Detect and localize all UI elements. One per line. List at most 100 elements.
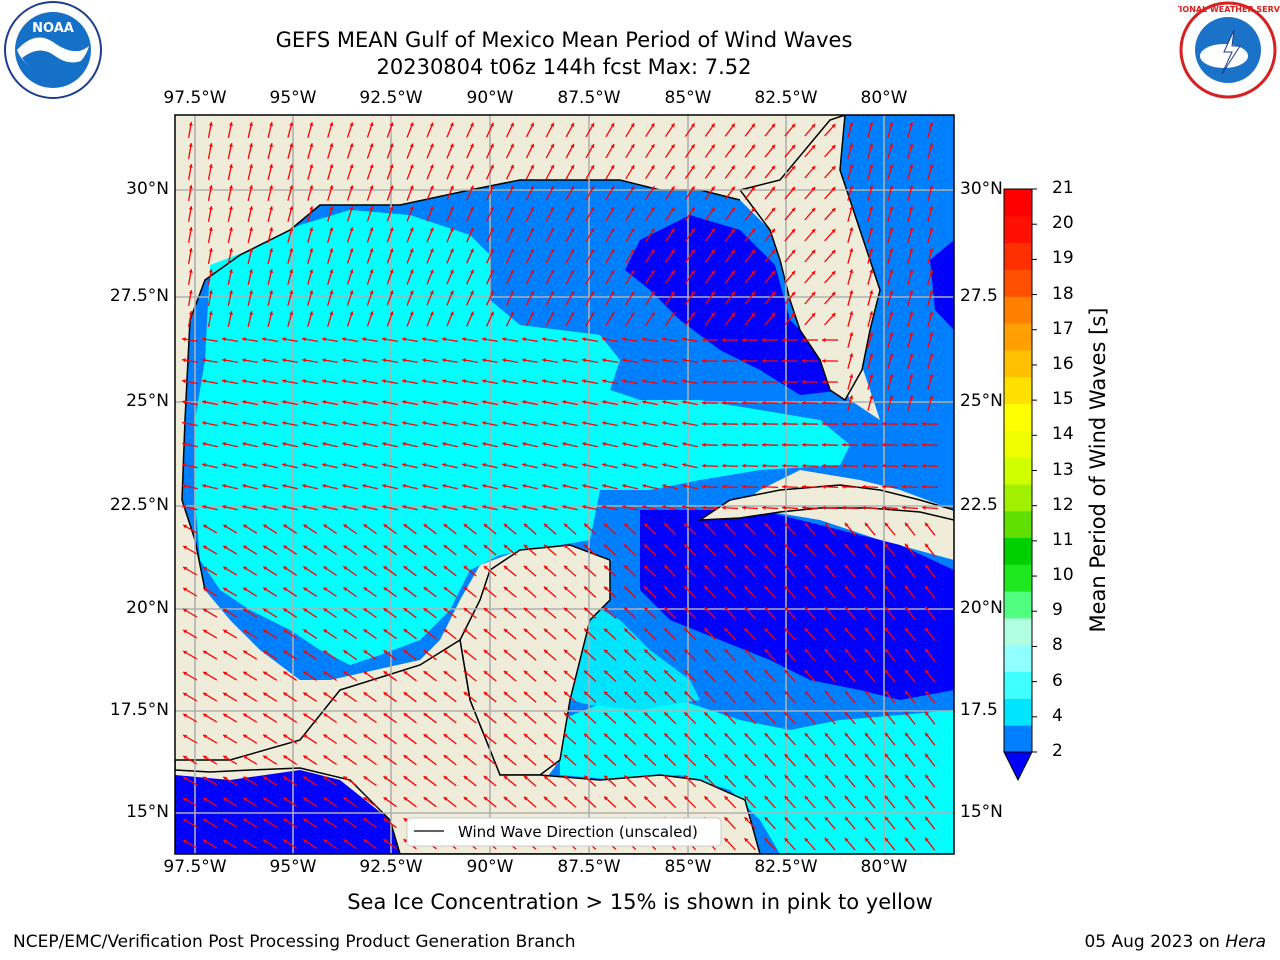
wind-arrow-head	[582, 337, 586, 342]
wind-arrow-head	[203, 755, 208, 760]
wind-arrow-head	[929, 353, 934, 358]
wind-arrow-head	[782, 421, 786, 426]
wind-arrow-head	[502, 421, 506, 426]
wind-arrow-head	[684, 523, 689, 528]
wind-arrow-head	[263, 818, 268, 823]
lon-label-bottom: 90°W	[466, 857, 514, 877]
wind-arrow-head	[323, 797, 328, 802]
wind-arrow-head	[731, 291, 735, 296]
wind-arrow-head	[542, 504, 546, 509]
wind-arrow-head	[182, 358, 186, 363]
wind-arrow-head	[570, 144, 574, 148]
wind-arrow-head	[744, 817, 749, 822]
wind-arrow-head	[590, 312, 595, 317]
colorbar-segment	[1004, 296, 1032, 324]
wind-arrow-head	[824, 711, 829, 716]
wind-arrow-head	[662, 504, 666, 509]
wind-arrow-head	[443, 629, 448, 633]
wind-arrow-head	[523, 775, 528, 780]
wind-arrow-head	[811, 208, 816, 212]
wind-arrow-head	[791, 249, 796, 254]
wind-arrow-head	[183, 629, 188, 634]
wind-arrow-head	[343, 566, 348, 571]
wind-arrow-head	[630, 123, 635, 128]
wind-arrow-head	[849, 227, 854, 232]
wind-arrow-head	[844, 753, 849, 758]
wind-arrow-head	[342, 484, 346, 488]
wind-arrow-head	[791, 270, 796, 275]
wind-arrow-head	[724, 649, 729, 654]
wind-arrow-head	[602, 337, 606, 342]
wind-arrow-head	[363, 839, 368, 843]
wind-arrow-head	[243, 755, 248, 760]
wind-arrow-head	[562, 337, 566, 342]
wind-arrow-head	[811, 271, 816, 275]
wind-arrow-head	[929, 185, 934, 190]
wind-arrow-head	[564, 523, 568, 528]
wind-arrow-head	[483, 545, 488, 549]
colorbar-segment	[1004, 323, 1032, 351]
wind-arrow-head	[885, 606, 889, 611]
wind-arrow-head	[382, 442, 386, 447]
wind-arrow-head	[824, 816, 829, 821]
wind-arrow-head	[791, 144, 796, 149]
wind-arrow-head	[422, 463, 426, 467]
wind-arrow-head	[864, 816, 869, 821]
wind-arrow-head	[383, 713, 388, 717]
wind-arrow-head	[929, 269, 934, 274]
wind-arrow-head	[282, 358, 286, 363]
wind-arrow-head	[449, 248, 454, 253]
wind-arrow-head	[523, 691, 528, 696]
wind-arrow-head	[889, 227, 894, 232]
wind-arrow-head	[764, 565, 769, 569]
wind-arrow-head	[590, 207, 595, 212]
wind-arrow-head	[822, 463, 826, 468]
wind-arrow-head	[402, 442, 406, 447]
wind-arrow-head	[824, 564, 829, 569]
wind-arrow-head	[864, 522, 869, 527]
wind-arrow-head	[463, 608, 468, 612]
wind-arrow-head	[402, 421, 406, 426]
wind-arrow-head	[724, 670, 729, 675]
wind-arrow-head	[682, 400, 686, 405]
wind-arrow-head	[604, 712, 608, 717]
wind-arrow-head	[510, 311, 514, 316]
wind-arrow-head	[604, 649, 608, 654]
wind-arrow-head	[844, 816, 849, 821]
wind-arrow-head	[389, 164, 394, 169]
wind-arrow-head	[249, 164, 253, 168]
wind-arrow-head	[282, 504, 286, 509]
wind-arrow-head	[724, 754, 729, 759]
wind-arrow-head	[182, 421, 186, 426]
wind-arrow-head	[650, 123, 655, 128]
wind-arrow-head	[442, 463, 446, 467]
wind-arrow-head	[443, 566, 448, 570]
wind-arrow-head	[269, 248, 274, 253]
wind-arrow-head	[523, 754, 528, 759]
wind-arrow-head	[762, 484, 766, 489]
wind-arrow-head	[925, 627, 929, 632]
wind-arrow-head	[530, 269, 534, 274]
wind-arrow-head	[510, 248, 514, 253]
wind-arrow-head	[482, 337, 486, 342]
wind-arrow-head	[684, 670, 689, 675]
wind-arrow-head	[842, 484, 846, 489]
wind-arrow-head	[462, 358, 466, 363]
wind-arrow-head	[228, 248, 233, 252]
wind-arrow-head	[650, 207, 655, 212]
wind-arrow-head	[564, 775, 568, 780]
colorbar-tick-label: 16	[1052, 353, 1074, 374]
wind-arrow-head	[502, 442, 506, 447]
wind-arrow-head	[403, 587, 408, 591]
wind-arrow-head	[849, 332, 854, 337]
wind-arrow-head	[422, 504, 426, 509]
wind-arrow-head	[283, 818, 288, 823]
wind-arrow-head	[664, 586, 669, 591]
wind-arrow-head	[222, 484, 226, 488]
wind-arrow-head	[844, 732, 849, 737]
wind-arrow-head	[322, 442, 326, 447]
wind-arrow-head	[864, 774, 869, 779]
wind-arrow-head	[664, 544, 669, 549]
wind-arrow-head	[322, 400, 326, 405]
wind-arrow-head	[905, 543, 909, 548]
